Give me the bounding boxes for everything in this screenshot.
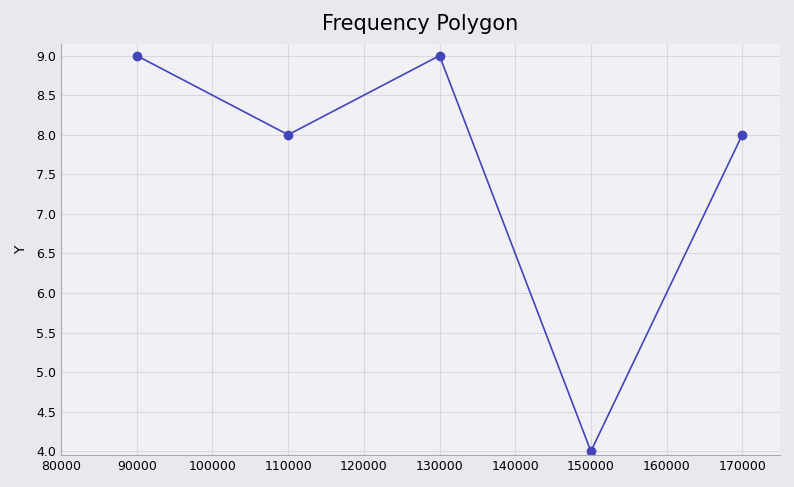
Title: Frequency Polygon: Frequency Polygon [322,14,518,34]
Y-axis label: Y: Y [13,245,28,254]
